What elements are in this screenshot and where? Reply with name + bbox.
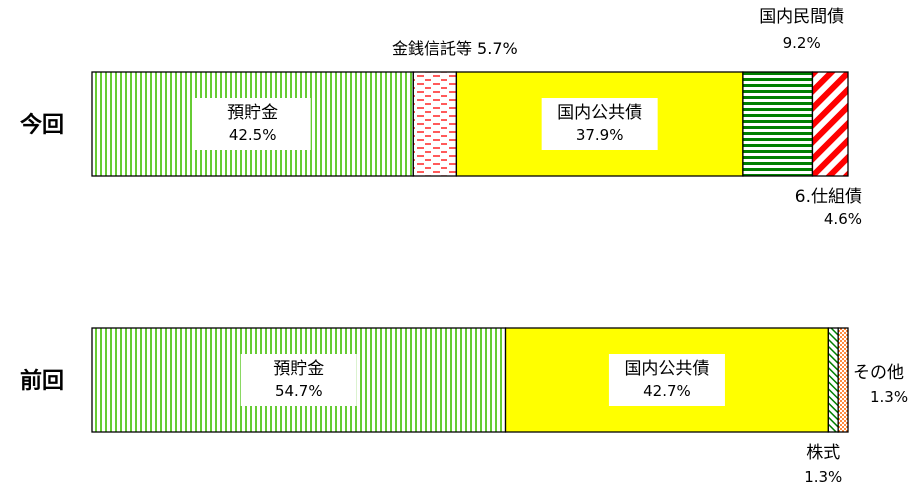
label-text: 6.仕組債: [795, 187, 862, 207]
segment-label: 国内公共債 37.9%: [541, 98, 658, 150]
label-text: 株式: [806, 443, 840, 463]
label-text: 1.3%: [870, 388, 908, 406]
segment-label: 預貯金 42.5%: [194, 98, 311, 150]
label-text: 国内公共債: [557, 103, 642, 123]
segment-label: 株式 1.3%: [804, 443, 842, 486]
label-text: 国内民間債: [759, 7, 844, 27]
label-text: 37.9%: [576, 126, 624, 144]
segment-label: 預貯金 54.7%: [240, 354, 357, 406]
label-box: [194, 98, 311, 150]
label-text: 預貯金: [273, 359, 324, 379]
label-text: 1.3%: [804, 468, 842, 486]
label-box: [541, 98, 658, 150]
label-text: 54.7%: [275, 382, 323, 400]
label-box: [240, 354, 357, 406]
label-text: 預貯金: [227, 103, 278, 123]
category-label: 前回: [20, 368, 64, 394]
bar-segment: [742, 71, 814, 177]
segment-label: 国内民間債 9.2%: [759, 7, 844, 52]
label-text: 金銭信託等 5.7%: [392, 39, 518, 58]
bar-segment: [811, 71, 849, 177]
segment-label: 国内公共債 42.7%: [608, 354, 725, 406]
label-text: 国内公共債: [624, 359, 709, 379]
label-text: 42.7%: [643, 382, 691, 400]
label-text: 9.2%: [783, 34, 821, 52]
label-box: [608, 354, 725, 406]
label-text: その他: [853, 363, 904, 383]
category-label: 今回: [20, 112, 64, 138]
segment-label: 金銭信託等 5.7%: [392, 39, 518, 58]
label-text: 4.6%: [824, 210, 862, 228]
bar-segment: [412, 71, 458, 177]
bar-segment: [827, 327, 839, 433]
bar-segment: [837, 327, 849, 433]
segment-label: その他 1.3%: [853, 363, 908, 406]
label-text: 42.5%: [229, 126, 277, 144]
segment-label: 6.仕組債 4.6%: [795, 187, 862, 228]
